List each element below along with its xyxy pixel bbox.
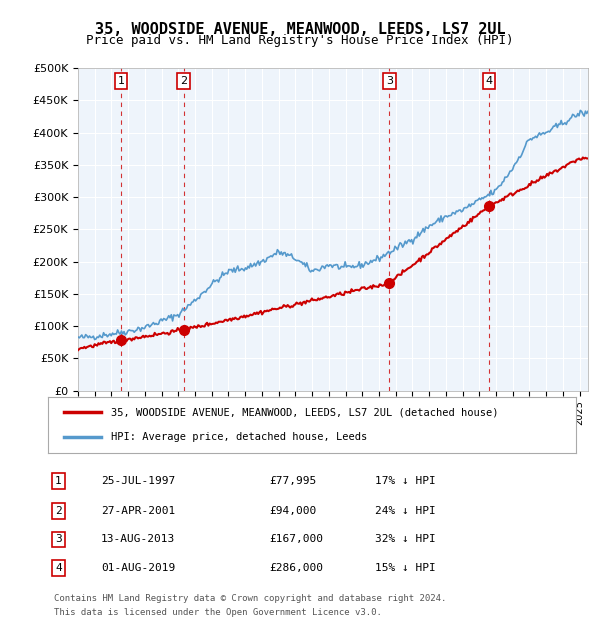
Text: 17% ↓ HPI: 17% ↓ HPI: [376, 476, 436, 486]
Text: 3: 3: [55, 534, 62, 544]
Text: 2: 2: [55, 506, 62, 516]
Text: 25-JUL-1997: 25-JUL-1997: [101, 476, 175, 486]
Text: 15% ↓ HPI: 15% ↓ HPI: [376, 563, 436, 573]
Text: 1: 1: [55, 476, 62, 486]
Text: 35, WOODSIDE AVENUE, MEANWOOD, LEEDS, LS7 2UL: 35, WOODSIDE AVENUE, MEANWOOD, LEEDS, LS…: [95, 22, 505, 37]
Text: 24% ↓ HPI: 24% ↓ HPI: [376, 506, 436, 516]
Text: £286,000: £286,000: [270, 563, 324, 573]
Text: 32% ↓ HPI: 32% ↓ HPI: [376, 534, 436, 544]
Text: £77,995: £77,995: [270, 476, 317, 486]
Text: 4: 4: [55, 563, 62, 573]
Text: £94,000: £94,000: [270, 506, 317, 516]
Text: 13-AUG-2013: 13-AUG-2013: [101, 534, 175, 544]
Text: £167,000: £167,000: [270, 534, 324, 544]
Text: Price paid vs. HM Land Registry's House Price Index (HPI): Price paid vs. HM Land Registry's House …: [86, 34, 514, 47]
Text: 3: 3: [386, 76, 393, 86]
Text: 27-APR-2001: 27-APR-2001: [101, 506, 175, 516]
Text: This data is licensed under the Open Government Licence v3.0.: This data is licensed under the Open Gov…: [54, 608, 382, 617]
Text: Contains HM Land Registry data © Crown copyright and database right 2024.: Contains HM Land Registry data © Crown c…: [54, 594, 446, 603]
Text: 35, WOODSIDE AVENUE, MEANWOOD, LEEDS, LS7 2UL (detached house): 35, WOODSIDE AVENUE, MEANWOOD, LEEDS, LS…: [112, 407, 499, 417]
Text: 2: 2: [180, 76, 187, 86]
Text: HPI: Average price, detached house, Leeds: HPI: Average price, detached house, Leed…: [112, 432, 368, 442]
Text: 01-AUG-2019: 01-AUG-2019: [101, 563, 175, 573]
Text: 4: 4: [485, 76, 493, 86]
Text: 1: 1: [118, 76, 124, 86]
